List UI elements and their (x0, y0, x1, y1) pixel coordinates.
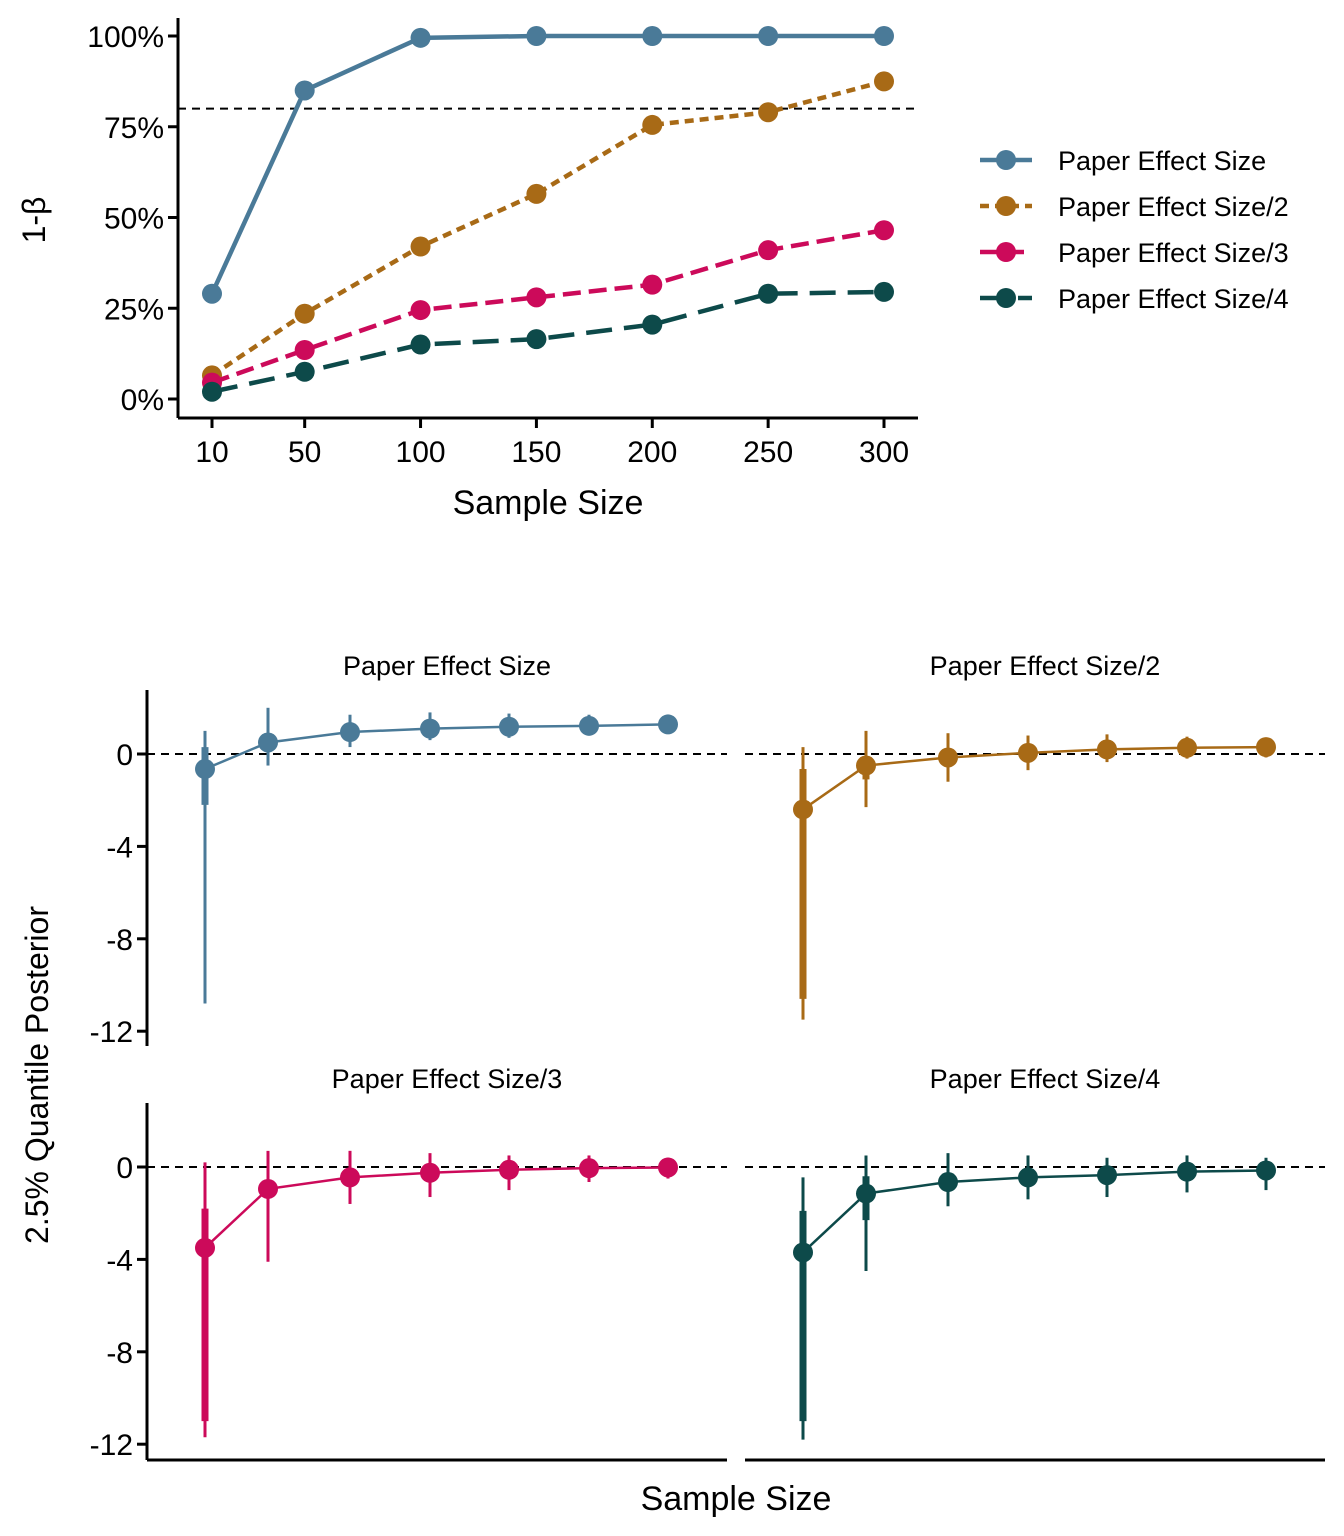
power-x-tick-label: 10 (195, 436, 228, 469)
posterior-point (420, 1162, 440, 1183)
power-data-point (294, 361, 315, 382)
power-data-point (410, 27, 431, 48)
power-x-tick-label: 150 (511, 436, 561, 469)
posterior-point (579, 1158, 599, 1179)
posterior-point (420, 718, 440, 739)
power-x-tick-label: 50 (288, 436, 321, 469)
power-data-point (410, 236, 431, 257)
power-data-point (294, 80, 315, 101)
posterior-point (195, 1237, 215, 1258)
power-y-tick-label: 0% (121, 384, 164, 417)
legend-item-label: Paper Effect Size/3 (1058, 238, 1289, 268)
power-data-point (874, 220, 894, 241)
power-y-tick-label: 25% (104, 293, 164, 326)
power-data-point (526, 183, 547, 204)
power-data-point (758, 240, 779, 261)
posterior-point (1256, 1160, 1276, 1181)
power-y-axis-label: 1-β (16, 197, 52, 244)
power-x-tick-label: 250 (743, 436, 793, 469)
posterior-point (579, 715, 599, 736)
power-data-point (758, 283, 779, 304)
power-series-line (209, 33, 884, 295)
facet-title: Paper Effect Size (343, 651, 551, 681)
power-data-point (758, 102, 779, 123)
power-x-tick-label: 200 (627, 436, 677, 469)
power-data-point (642, 26, 663, 46)
posterior-point (1177, 737, 1197, 758)
power-data-point (642, 314, 663, 335)
posterior-x-axis-label: Sample Size (641, 1480, 832, 1518)
power-data-point (526, 329, 547, 350)
posterior-chart: 2.5% Quantile Posterior Sample Size Pape… (19, 651, 1325, 1518)
posterior-y-axis-label: 2.5% Quantile Posterior (19, 906, 55, 1244)
power-data-point (294, 339, 315, 360)
posterior-point (340, 1167, 360, 1188)
legend-item-label: Paper Effect Size/4 (1058, 284, 1289, 314)
power-data-point (874, 71, 894, 92)
power-data-point (874, 281, 894, 302)
legend-point-swatch (996, 288, 1016, 308)
power-data-point (202, 283, 222, 304)
power-chart: 1-β Sample Size 0% 25% 50% 75% 100% 10 50 100 15… (16, 18, 918, 522)
power-data-point (526, 287, 547, 308)
posterior-point (938, 1172, 958, 1193)
posterior-y-tick-label: -4 (106, 1244, 133, 1277)
posterior-point (1018, 1167, 1038, 1188)
posterior-point (195, 759, 215, 780)
facet-title: Paper Effect Size/4 (930, 1064, 1161, 1094)
posterior-point (856, 755, 876, 776)
legend-item-label: Paper Effect Size/2 (1058, 192, 1289, 222)
power-data-point (294, 303, 315, 324)
power-x-tick-label: 100 (396, 436, 446, 469)
posterior-y-tick-label: -8 (106, 1337, 133, 1370)
posterior-y-tick-label: -4 (106, 831, 133, 864)
power-x-tick-label: 300 (859, 436, 909, 469)
power-data-point (202, 381, 222, 402)
power-data-point (874, 26, 894, 46)
posterior-point (499, 716, 519, 737)
power-y-tick-label: 75% (104, 112, 164, 145)
posterior-point (499, 1159, 519, 1180)
posterior-point (658, 1157, 678, 1178)
posterior-y-tick-label: -8 (106, 924, 133, 957)
posterior-point (1018, 742, 1038, 763)
power-y-tick-label: 50% (104, 203, 164, 236)
power-x-axis-label: Sample Size (453, 484, 644, 522)
posterior-point (1097, 1165, 1117, 1186)
facet-title: Paper Effect Size/3 (332, 1064, 563, 1094)
posterior-point (258, 1178, 278, 1199)
power-data-point (410, 334, 431, 355)
posterior-y-tick-label: -12 (90, 1429, 133, 1462)
posterior-point (258, 732, 278, 753)
power-data-point (642, 114, 663, 135)
posterior-point (1177, 1161, 1197, 1182)
legend-point-swatch (996, 242, 1016, 262)
legend-item-label: Paper Effect Size (1058, 146, 1266, 176)
legend-point-swatch (996, 196, 1016, 216)
posterior-y-tick-label: -12 (90, 1016, 133, 1049)
legend-point-swatch (996, 150, 1016, 170)
power-data-point (526, 26, 547, 46)
power-series-line (210, 79, 885, 378)
posterior-point (938, 747, 958, 768)
posterior-point (340, 722, 360, 743)
posterior-point (856, 1183, 876, 1204)
power-legend: Paper Effect Size Paper Effect Size/2 Pape… (980, 146, 1289, 314)
posterior-point (793, 799, 813, 820)
power-data-point (758, 26, 779, 46)
posterior-y-tick-label: 0 (116, 739, 133, 772)
posterior-point (658, 714, 678, 735)
facet-title: Paper Effect Size/2 (930, 651, 1161, 681)
posterior-point (1097, 739, 1117, 760)
posterior-y-tick-label: 0 (116, 1152, 133, 1185)
power-data-point (642, 274, 663, 295)
posterior-point (1256, 737, 1276, 758)
posterior-point (793, 1242, 813, 1263)
power-data-point (410, 300, 431, 321)
power-y-tick-label: 100% (87, 21, 164, 54)
